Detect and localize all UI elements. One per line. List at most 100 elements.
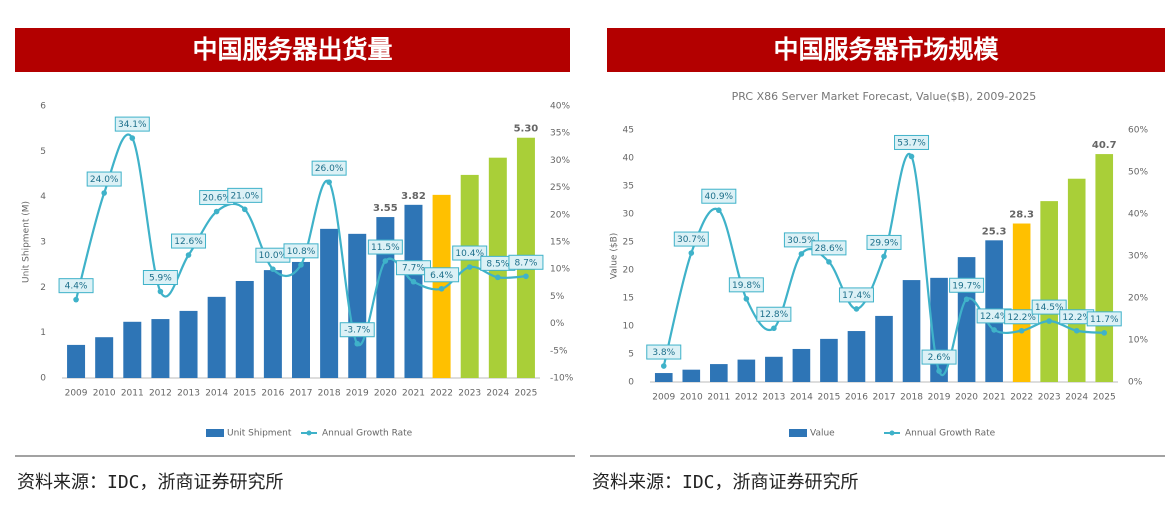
point-label-box <box>424 267 460 283</box>
point-label-box <box>756 306 792 322</box>
y-axis-label: Value ($B) <box>610 233 620 280</box>
y-tick-label: 10 <box>623 322 635 332</box>
bar-value-label: 3.82 <box>401 191 426 202</box>
y-tick-label: 5 <box>628 350 634 360</box>
x-tick-label: 2012 <box>149 389 172 399</box>
line-marker <box>523 273 529 280</box>
bar <box>737 359 756 382</box>
header-title: 中国服务器市场规模 <box>773 35 999 64</box>
point-label: 17.4% <box>842 291 871 301</box>
x-tick-label: 2024 <box>1065 393 1088 403</box>
line-marker <box>410 278 417 285</box>
point-label: 12.6% <box>174 237 203 247</box>
header-banner <box>15 28 570 72</box>
legend-marker <box>889 430 895 436</box>
point-label-box <box>508 254 544 270</box>
bar <box>792 348 811 382</box>
bar <box>151 319 170 378</box>
header-banner <box>607 28 1165 72</box>
line-marker <box>270 266 276 273</box>
bar <box>123 321 142 378</box>
point-label: 12.2% <box>1062 313 1091 323</box>
line-marker <box>157 288 164 295</box>
line-marker <box>1073 327 1080 334</box>
line-marker <box>354 340 361 347</box>
point-label: 12.8% <box>760 310 789 320</box>
y-tick-label: 40 <box>623 154 635 164</box>
chart-panel: 中国服务器市场规模 PRC X86 Server Market Forecast,… <box>590 28 1165 493</box>
point-label: 40.9% <box>705 192 734 202</box>
point-label: 11.7% <box>1090 315 1119 325</box>
bar <box>404 204 423 378</box>
x-tick-label: 2016 <box>845 393 868 403</box>
point-label-box <box>142 270 178 286</box>
legend-swatch <box>206 429 224 437</box>
source: 资料来源：IDC，浙商证券研究所 <box>17 472 284 493</box>
y2-tick-label: 40% <box>1128 210 1148 220</box>
point-label: 34.1% <box>118 120 147 130</box>
legend-label: Unit Shipment <box>227 429 292 439</box>
point-label: 6.4% <box>430 271 453 281</box>
x-tick-label: 2017 <box>873 393 896 403</box>
line-marker <box>466 264 473 270</box>
point-label-box <box>783 232 819 248</box>
x-tick-label: 2011 <box>121 389 144 399</box>
y2-tick-label: 10% <box>550 265 570 275</box>
y2-tick-label: 20% <box>550 210 570 220</box>
line-marker <box>743 296 750 302</box>
legend-label: Annual Growth Rate <box>322 429 413 439</box>
line-marker <box>1046 318 1052 324</box>
y-tick-label: 45 <box>623 126 634 136</box>
line-marker <box>936 368 942 374</box>
point-label: 8.7% <box>515 258 538 268</box>
point-label: 3.8% <box>652 348 675 358</box>
line-marker <box>1018 327 1025 334</box>
bar <box>902 280 921 382</box>
bar <box>765 356 783 382</box>
point-label-box <box>838 287 874 303</box>
point-label-box <box>1004 309 1040 325</box>
bar <box>1095 154 1114 382</box>
line-marker <box>798 251 805 257</box>
chart-panel: 中国服务器出货量 0 1 2 3 4 5 6 -10% -5% 0% 5% 10% 15% 20% 25% 30… <box>15 28 575 493</box>
y2-tick-label: 15% <box>550 238 570 248</box>
point-label-box <box>114 116 150 132</box>
line-marker <box>881 253 887 260</box>
line-marker <box>771 325 777 332</box>
x-tick-label: 2018 <box>318 389 341 399</box>
x-tick-label: 2010 <box>680 393 703 403</box>
point-label-box <box>1086 311 1122 327</box>
line-marker <box>853 306 860 312</box>
point-label: 19.8% <box>732 281 761 291</box>
bar <box>1067 178 1086 382</box>
y-tick-label: 30 <box>623 210 635 220</box>
y-tick-label: 5 <box>40 147 46 157</box>
point-label-box <box>1031 299 1067 315</box>
point-label: 10.8% <box>287 247 316 257</box>
bar <box>376 217 395 378</box>
legend-label: Annual Growth Rate <box>905 429 996 439</box>
y-tick-label: 25 <box>623 238 634 248</box>
x-tick-label: 2021 <box>402 389 425 399</box>
bar <box>1012 223 1031 382</box>
point-label-box <box>86 171 122 187</box>
y-tick-label: 1 <box>40 328 46 338</box>
line-marker <box>241 206 248 213</box>
point-label-box <box>58 278 94 294</box>
y-tick-label: 35 <box>623 182 634 192</box>
bar <box>320 228 339 378</box>
line-marker <box>382 258 389 264</box>
line-marker <box>298 262 304 268</box>
x-tick-label: 2022 <box>430 389 453 399</box>
point-label-box <box>339 322 375 338</box>
line-marker <box>908 153 915 160</box>
line-marker <box>716 207 722 214</box>
bar <box>1040 201 1058 382</box>
y2-tick-label: 0% <box>550 319 565 329</box>
y2-tick-label: 60% <box>1128 126 1148 136</box>
y-tick-label: 3 <box>40 238 46 248</box>
line-marker <box>688 250 695 256</box>
point-label: 10.0% <box>259 251 288 261</box>
legend-label: Value <box>810 429 835 439</box>
